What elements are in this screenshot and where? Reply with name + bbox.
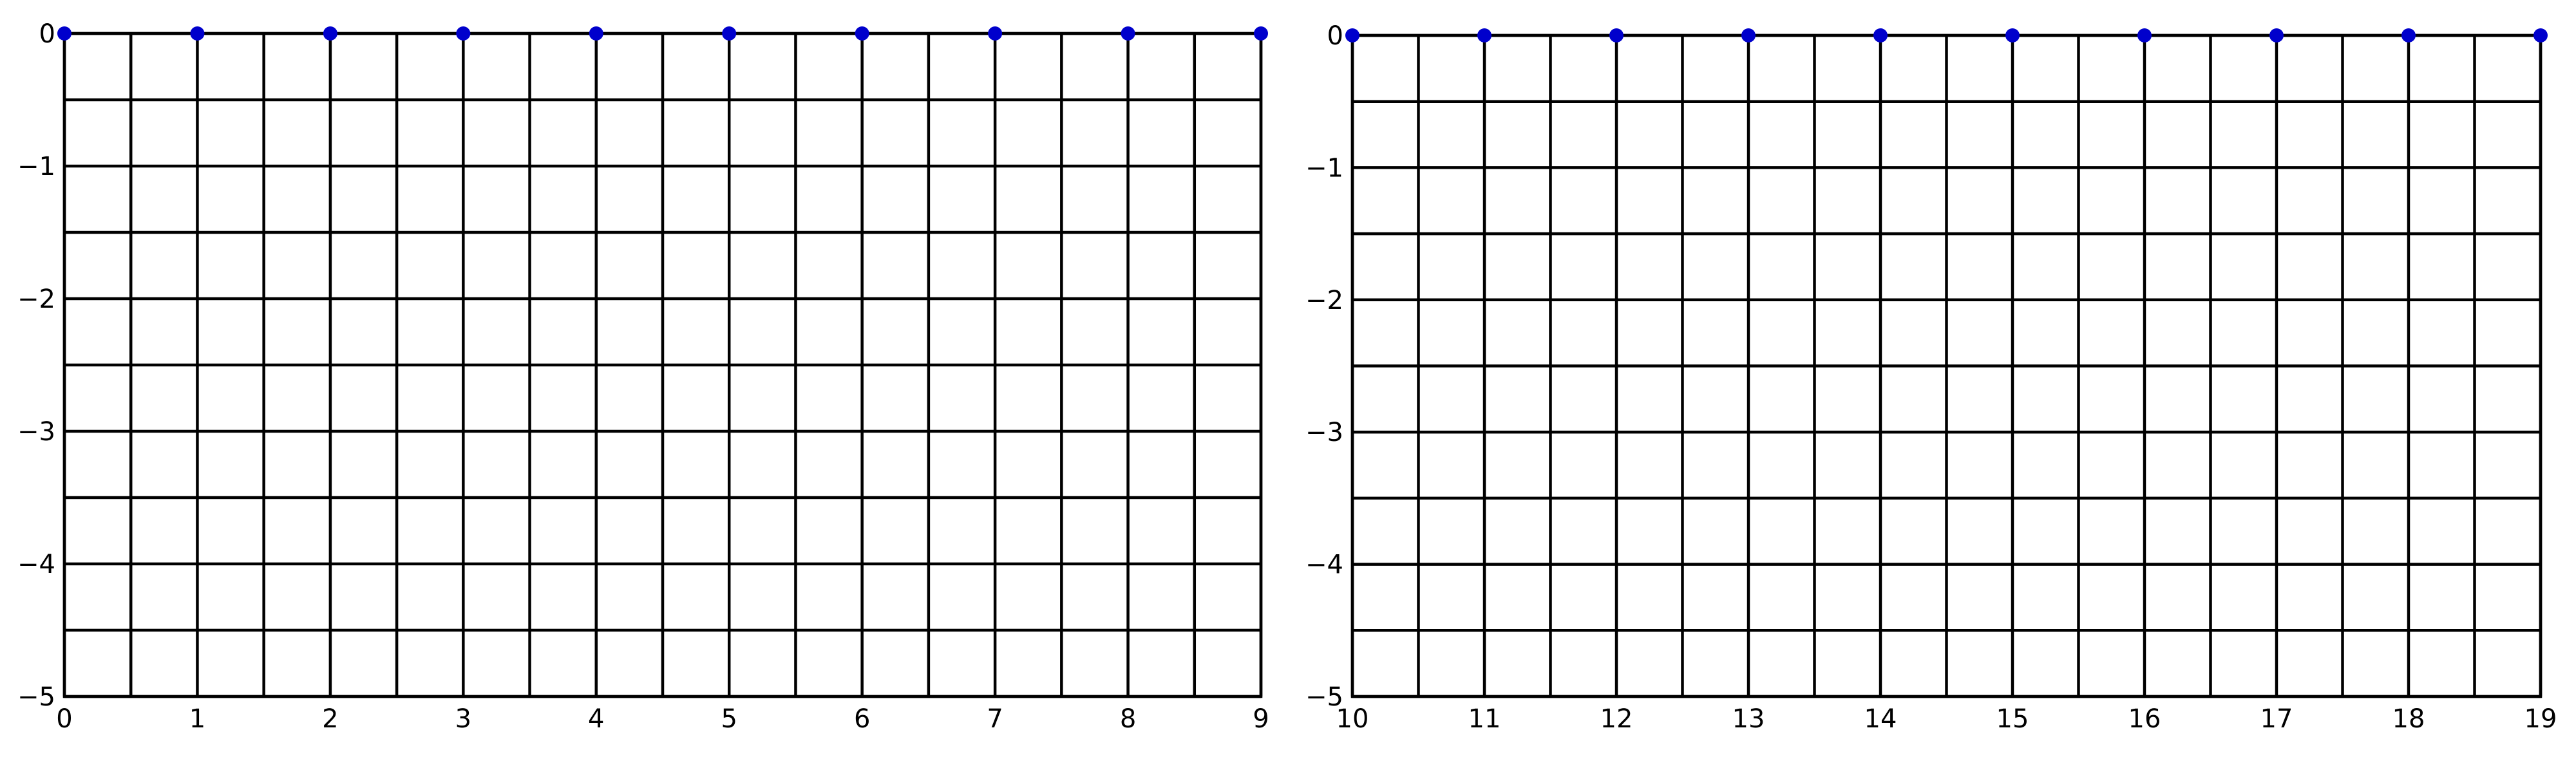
data-point (190, 26, 205, 41)
data-point (1873, 28, 1888, 42)
data-point (988, 26, 1003, 41)
x-tick-label: 3 (455, 704, 471, 734)
y-tick-label: −5 (1305, 682, 1343, 712)
data-point (2137, 28, 2152, 42)
y-tick-label: −5 (17, 682, 55, 712)
x-tick-label: 0 (56, 704, 72, 734)
chart-panel-right: 10 11 12 13 14 15 16 17 18 19 0 −1 −2 −3 −4 −5 (1305, 21, 2557, 734)
data-point (1741, 28, 1756, 42)
x-tick-label: 8 (1120, 704, 1136, 734)
x-tick-label: 18 (2392, 704, 2425, 734)
x-tick-label: 2 (322, 704, 338, 734)
plot-frame (62, 32, 1263, 698)
data-point (323, 26, 337, 41)
y-tick-label: 0 (39, 19, 55, 49)
x-tick-label: 1 (189, 704, 205, 734)
data-point (589, 26, 603, 41)
x-tick-label: 9 (1253, 704, 1269, 734)
data-point (1254, 26, 1268, 41)
data-point (2401, 28, 2416, 42)
x-tick-label: 11 (1468, 704, 1501, 734)
y-tick-label: −3 (1305, 418, 1343, 447)
x-tick-label: 19 (2524, 704, 2557, 734)
x-tick-label: 7 (987, 704, 1003, 734)
y-tick-label: −1 (1305, 153, 1343, 183)
data-point (1609, 28, 1624, 42)
x-tick-label: 13 (1732, 704, 1765, 734)
data-point (855, 26, 869, 41)
data-point (1345, 28, 1359, 42)
data-point (1477, 28, 1492, 42)
y-tick-label: −3 (17, 417, 55, 447)
y-tick-label: −1 (17, 152, 55, 182)
y-tick-label: −2 (17, 285, 55, 314)
data-point (2269, 28, 2284, 42)
y-tick-label: −2 (1305, 286, 1343, 315)
x-tick-label: 15 (1996, 704, 2029, 734)
chart-panel-left: 0 1 2 3 4 5 6 7 8 9 0 −1 −2 −3 −4 −5 (17, 19, 1269, 734)
x-tick-label: 6 (854, 704, 870, 734)
x-tick-label: 16 (2128, 704, 2161, 734)
x-tick-label: 17 (2260, 704, 2293, 734)
x-tick-label: 14 (1864, 704, 1897, 734)
data-point (57, 26, 71, 41)
y-tick-label: 0 (1327, 21, 1343, 51)
x-tick-label: 4 (588, 704, 604, 734)
data-point (2533, 28, 2548, 42)
data-point (456, 26, 471, 41)
x-tick-label: 10 (1336, 704, 1369, 734)
x-tick-label: 12 (1600, 704, 1633, 734)
data-point (722, 26, 737, 41)
y-tick-label: −4 (17, 550, 55, 579)
plot-frame (1350, 33, 2543, 698)
data-point (2005, 28, 2020, 42)
y-tick-label: −4 (1305, 550, 1343, 580)
x-tick-label: 5 (721, 704, 737, 734)
data-point (1121, 26, 1135, 41)
